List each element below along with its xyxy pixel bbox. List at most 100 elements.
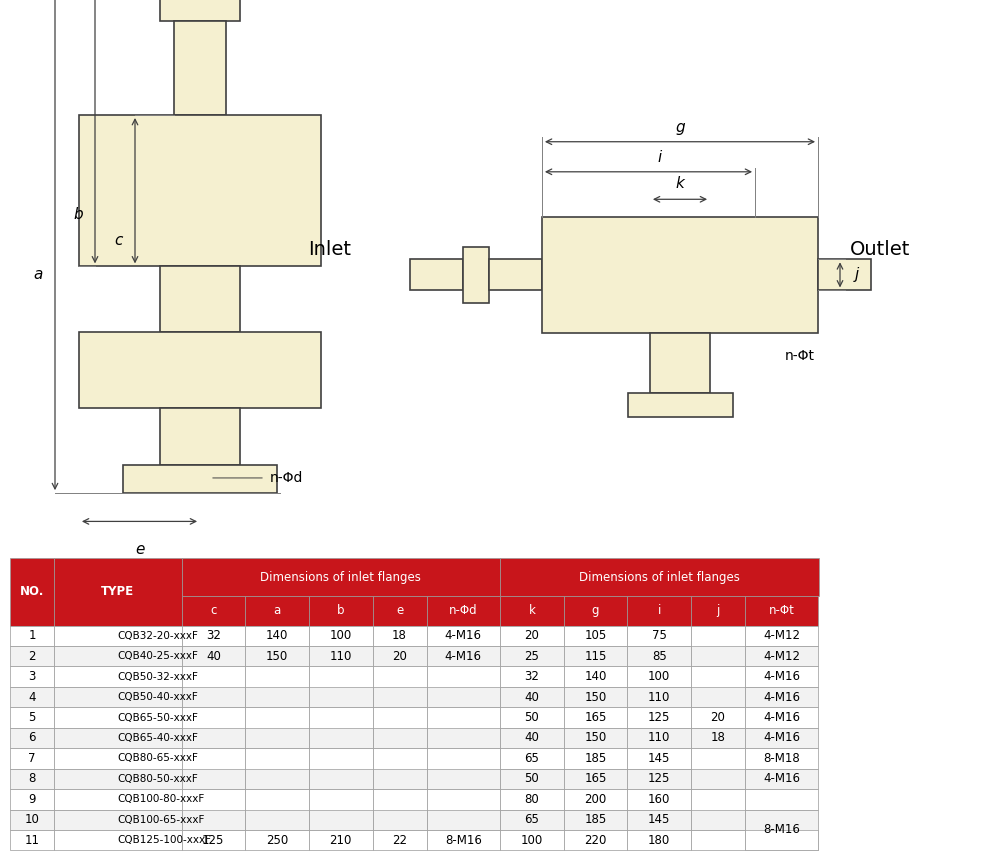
Bar bbox=[309, 667, 373, 707]
FancyBboxPatch shape bbox=[160, 408, 240, 465]
Bar bbox=[182, 789, 245, 830]
Bar bbox=[426, 789, 500, 830]
Bar bbox=[500, 625, 564, 646]
Bar bbox=[182, 728, 245, 748]
Text: 165: 165 bbox=[584, 772, 607, 785]
Text: 105: 105 bbox=[584, 630, 607, 643]
Text: 20: 20 bbox=[524, 630, 539, 643]
Bar bbox=[373, 596, 426, 625]
Text: CQB65-50-xxxF: CQB65-50-xxxF bbox=[118, 712, 199, 722]
Bar bbox=[627, 809, 691, 830]
Text: 6: 6 bbox=[28, 732, 36, 745]
Text: a: a bbox=[33, 267, 43, 283]
Bar bbox=[564, 728, 627, 748]
Text: 220: 220 bbox=[584, 834, 607, 847]
Bar bbox=[745, 830, 818, 850]
Text: 50: 50 bbox=[524, 711, 539, 724]
Bar bbox=[54, 687, 182, 707]
Bar bbox=[627, 748, 691, 769]
Text: 4-M16: 4-M16 bbox=[763, 732, 800, 745]
Text: 32: 32 bbox=[524, 670, 539, 683]
Bar bbox=[691, 789, 745, 830]
Text: 4-M16: 4-M16 bbox=[763, 711, 800, 724]
Bar bbox=[627, 728, 691, 748]
Bar bbox=[182, 707, 245, 748]
Text: TYPE: TYPE bbox=[101, 586, 134, 599]
Bar bbox=[691, 809, 745, 830]
FancyBboxPatch shape bbox=[160, 0, 240, 21]
Text: Dimensions of inlet flanges: Dimensions of inlet flanges bbox=[579, 571, 740, 584]
Bar bbox=[10, 687, 54, 707]
Text: CQB100-80-xxxF: CQB100-80-xxxF bbox=[118, 795, 205, 804]
Text: CQB50-40-xxxF: CQB50-40-xxxF bbox=[118, 692, 199, 702]
Bar bbox=[373, 769, 426, 789]
Bar bbox=[373, 789, 426, 830]
Bar bbox=[245, 769, 309, 789]
Bar bbox=[373, 830, 426, 850]
Text: 125: 125 bbox=[202, 834, 225, 847]
Bar bbox=[500, 728, 564, 748]
Bar bbox=[745, 596, 818, 625]
Text: n-Φd: n-Φd bbox=[449, 605, 478, 618]
Bar bbox=[10, 789, 54, 809]
Text: e: e bbox=[135, 542, 144, 557]
Text: Dimensions of inlet flanges: Dimensions of inlet flanges bbox=[260, 571, 421, 584]
Bar bbox=[182, 667, 245, 707]
Bar bbox=[500, 558, 818, 596]
Text: b: b bbox=[73, 207, 83, 222]
Text: 65: 65 bbox=[524, 752, 539, 765]
Bar bbox=[245, 596, 309, 625]
Bar bbox=[10, 728, 54, 748]
Text: 150: 150 bbox=[266, 649, 288, 662]
Text: a: a bbox=[273, 605, 281, 618]
Text: 8-M18: 8-M18 bbox=[763, 752, 800, 765]
Bar bbox=[245, 809, 309, 830]
Bar bbox=[627, 596, 691, 625]
Text: c: c bbox=[114, 233, 122, 248]
Text: 125: 125 bbox=[648, 772, 670, 785]
Bar bbox=[426, 707, 500, 748]
Bar bbox=[54, 707, 182, 728]
Text: 140: 140 bbox=[584, 670, 607, 683]
Bar bbox=[564, 687, 627, 707]
Bar bbox=[10, 646, 54, 667]
Bar bbox=[309, 707, 373, 748]
FancyBboxPatch shape bbox=[79, 332, 321, 408]
Text: 10: 10 bbox=[25, 813, 39, 826]
Bar bbox=[182, 830, 245, 850]
Bar bbox=[627, 667, 691, 687]
Text: 32: 32 bbox=[206, 630, 221, 643]
Bar bbox=[500, 809, 564, 830]
Bar bbox=[10, 707, 54, 728]
Bar bbox=[54, 748, 182, 769]
Text: 115: 115 bbox=[584, 649, 607, 662]
Bar bbox=[373, 748, 426, 789]
Bar bbox=[564, 789, 627, 809]
Text: 210: 210 bbox=[330, 834, 352, 847]
Bar bbox=[10, 830, 54, 850]
FancyBboxPatch shape bbox=[79, 115, 321, 266]
FancyBboxPatch shape bbox=[489, 259, 542, 290]
Bar bbox=[426, 728, 500, 748]
Text: CQB50-32-xxxF: CQB50-32-xxxF bbox=[118, 672, 199, 682]
Text: 8: 8 bbox=[28, 772, 36, 785]
Text: 4-M12: 4-M12 bbox=[763, 649, 800, 662]
Text: 11: 11 bbox=[25, 834, 40, 847]
Bar bbox=[373, 728, 426, 748]
Bar bbox=[426, 625, 500, 646]
Bar bbox=[500, 769, 564, 789]
Text: NO.: NO. bbox=[20, 586, 44, 599]
Bar bbox=[691, 769, 745, 789]
Bar bbox=[564, 646, 627, 667]
Text: 145: 145 bbox=[648, 752, 670, 765]
Text: 3: 3 bbox=[28, 670, 36, 683]
Text: 145: 145 bbox=[648, 813, 670, 826]
Text: CQB80-50-xxxF: CQB80-50-xxxF bbox=[118, 774, 199, 784]
Bar bbox=[54, 646, 182, 667]
Text: 125: 125 bbox=[648, 711, 670, 724]
Bar bbox=[691, 646, 745, 667]
Text: 150: 150 bbox=[584, 732, 607, 745]
Bar bbox=[309, 809, 373, 830]
Bar bbox=[373, 809, 426, 830]
Text: CQB65-40-xxxF: CQB65-40-xxxF bbox=[118, 733, 199, 743]
